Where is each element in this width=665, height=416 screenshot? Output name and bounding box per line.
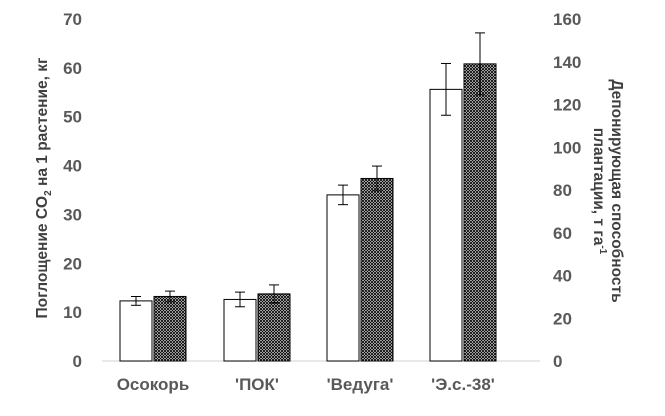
right-tick-label: 120 [553, 96, 581, 115]
right-tick-label: 160 [553, 10, 581, 29]
error-bar [269, 284, 279, 304]
left-tick-label: 30 [63, 205, 82, 224]
left-tick-label: 10 [63, 303, 82, 322]
bars [119, 63, 497, 362]
right-tick-label: 80 [553, 181, 572, 200]
bar-white [326, 194, 360, 362]
error-bars [131, 32, 485, 308]
left-tick-label: 20 [63, 254, 82, 273]
right-axis-ticks: 0 20 40 60 80 100 120 140 160 [553, 10, 581, 371]
right-tick-label: 0 [553, 352, 562, 371]
right-tick-label: 40 [553, 267, 572, 286]
bar-hatched [463, 63, 497, 362]
error-bar [372, 165, 382, 192]
left-tick-label: 60 [63, 59, 82, 78]
error-bar [338, 184, 348, 206]
left-axis-label: Поглощение CO2 на 1 растение, кг [34, 57, 54, 318]
bar-hatched [257, 293, 291, 362]
bar-hatched [360, 177, 394, 362]
bar-white [119, 300, 153, 362]
right-tick-label: 20 [553, 309, 572, 328]
error-bar [441, 62, 451, 116]
error-bar [165, 290, 175, 303]
error-bar [235, 291, 245, 308]
right-tick-label: 140 [553, 53, 581, 72]
left-tick-label: 40 [63, 157, 82, 176]
bar-hatched [153, 295, 187, 362]
category-label: Осокорь [117, 375, 190, 394]
left-tick-label: 50 [63, 108, 82, 127]
left-tick-label: 70 [63, 10, 82, 29]
right-tick-label: 100 [553, 138, 581, 157]
error-bar [475, 32, 485, 96]
category-labels: Осокорь 'ПОК' 'Ведуга' 'Э.с.-38' [117, 375, 495, 394]
category-label: 'ПОК' [235, 375, 279, 394]
right-tick-label: 60 [553, 224, 572, 243]
category-label: 'Ведуга' [327, 375, 394, 394]
bar-white [429, 88, 463, 362]
left-tick-label: 0 [73, 352, 82, 371]
right-axis-label-line2: плантации, т га-1 [590, 128, 608, 255]
category-label: 'Э.с.-38' [431, 375, 495, 394]
left-axis-ticks: 0 10 20 30 40 50 60 70 [63, 10, 82, 371]
right-axis-label-line1: Депонирующая способность [608, 79, 625, 302]
bar-white [223, 298, 257, 362]
error-bar [131, 296, 141, 306]
